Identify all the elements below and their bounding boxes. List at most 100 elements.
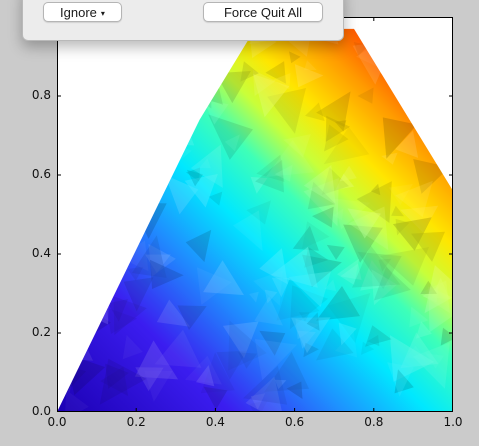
facet-triangle [321,167,349,195]
facet-triangle [135,367,164,392]
x-tick-label: 1.0 [443,415,463,429]
facet-triangle [127,266,144,281]
facet-triangle [224,134,240,152]
x-tick-label: 0.4 [205,415,225,429]
y-tick-label: 0.4 [31,246,51,260]
facet-triangle [264,351,309,392]
facet-triangle [334,120,347,132]
facet-triangle [304,60,317,70]
facet-triangle [327,293,371,343]
facet-triangle [199,158,211,169]
facet-triangle [165,175,199,215]
facet-triangle [185,229,212,263]
facet-triangle [324,124,349,152]
facet-triangle [400,332,439,369]
facet-triangle [335,173,355,190]
facet-triangle [303,178,339,227]
facet-triangle [185,355,222,385]
facet-triangle [253,74,290,118]
facet-triangle [208,191,223,206]
facet-triangle [387,362,414,397]
ignore-button-label: Ignore [60,4,97,20]
facet-triangle [307,181,336,210]
facet-triangle [64,390,89,412]
facet-triangle [339,165,357,182]
facet-triangle [99,358,147,405]
chevron-down-icon: ▾ [100,8,105,18]
force-quit-dialog: Ignore ▾ Force Quit All [22,0,344,41]
facet-triangle [190,144,223,188]
facet-triangle [256,154,285,182]
facet-triangle [208,114,253,160]
facet-triangle [259,330,286,356]
facet-triangle [134,340,179,380]
y-tick-label: 0.8 [31,88,51,102]
facet-triangle [340,263,362,280]
facet-triangle [316,91,351,127]
facet-triangle [365,325,392,347]
facet-triangle [298,312,310,322]
facet-triangle [381,152,398,165]
facet-triangle [419,280,450,314]
facet-triangle [233,210,263,252]
facet-triangle [255,159,284,193]
facet-triangle [395,130,419,158]
facet-triangle [148,244,176,277]
facet-triangle [264,289,278,304]
facet-triangle [337,258,359,285]
facet-triangle [379,247,430,286]
facet-triangle [144,370,173,402]
facet-triangle [357,87,374,104]
facet-triangle [326,244,345,260]
y-tick-label: 0.6 [31,167,51,181]
facet-triangle [222,321,259,359]
facet-triangle [361,341,375,355]
facet-triangle [186,169,204,187]
facet-triangle [301,221,330,249]
facet-triangle [352,245,401,288]
facet-triangle [295,318,319,340]
facet-triangle [335,331,358,358]
facet-triangle [367,335,380,347]
facet-triangle [392,217,432,251]
facet-triangle [149,259,184,289]
facet-triangle [316,328,354,361]
facet-triangle [113,296,147,336]
facet-triangle [184,174,218,208]
facet-triangle [371,269,398,306]
facet-triangle [406,345,426,361]
facet-triangle [254,296,283,326]
facet-triangle [215,71,251,104]
facet-triangle [373,266,411,301]
facet-triangle [360,260,392,291]
facet-triangle [203,260,244,296]
facet-triangle [131,235,167,278]
facet-triangle [395,180,433,218]
facet-triangle [106,307,138,334]
facet-triangle [196,267,232,305]
facet-triangle [289,285,328,330]
facet-triangle [333,198,371,230]
facet-triangle [196,365,215,387]
force-quit-all-button[interactable]: Force Quit All [203,2,323,22]
facet-triangle [411,231,445,262]
facet-triangle [289,51,301,64]
facet-triangle [413,342,450,389]
facet-triangle [259,248,288,285]
facet-triangle [252,69,276,96]
ignore-button[interactable]: Ignore ▾ [43,2,122,22]
facet-triangle [324,279,337,292]
facet-triangle [428,286,453,333]
facet-triangle [347,208,381,239]
facet-triangle [288,271,331,307]
facet-triangle [186,167,201,182]
facet-triangle [267,88,306,134]
facet-triangle [122,335,143,360]
facet-triangle [265,61,286,84]
facet-triangle [306,312,320,331]
y-tick-label: 0.0 [31,404,51,418]
facet-triangle [249,400,268,412]
facet-triangle [238,352,258,369]
facet-triangle [274,379,287,390]
facet-triangle [409,306,429,328]
